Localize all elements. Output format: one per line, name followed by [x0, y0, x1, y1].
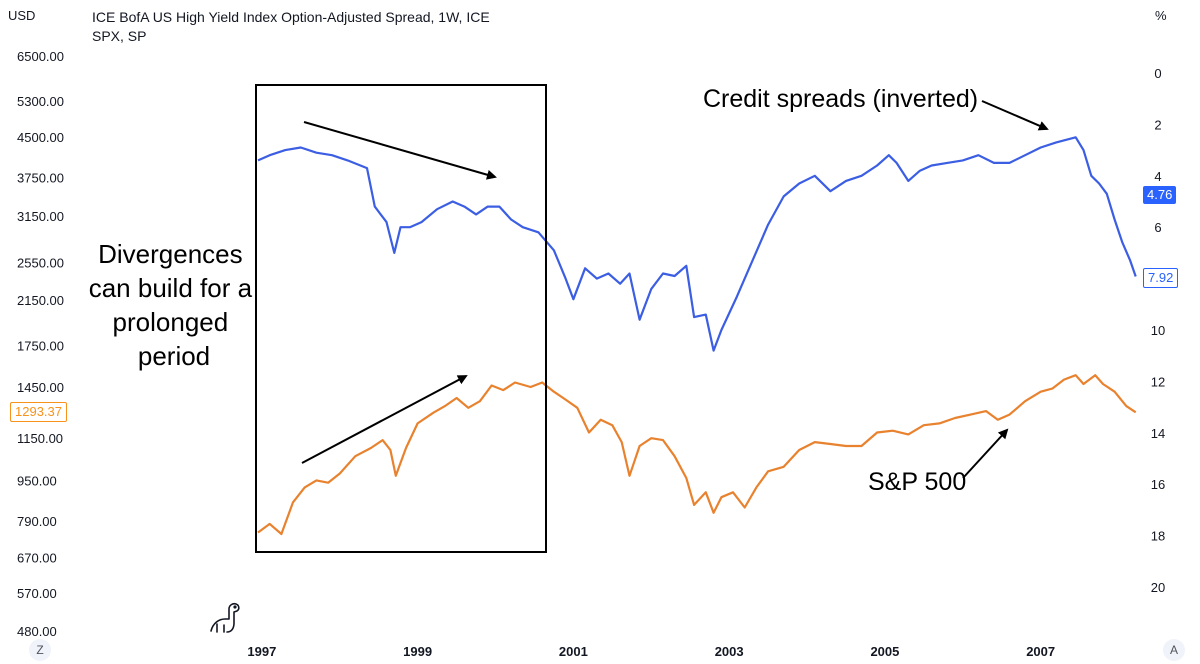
dinosaur-icon — [210, 602, 240, 633]
right-axis-tick-label: 12 — [1151, 374, 1165, 389]
left-axis-tick-label: 2550.00 — [17, 255, 64, 270]
zoom-reset-button[interactable]: Z — [29, 639, 51, 661]
left-axis-tick-label: 1150.00 — [17, 431, 63, 446]
spx-divergence-arrow — [301, 375, 468, 464]
spread-current-badge: 4.76 — [1143, 186, 1177, 204]
right-axis-unit: % — [1155, 8, 1167, 23]
right-axis-tick-label: 6 — [1154, 220, 1161, 235]
spread-divergence-arrow — [303, 121, 497, 180]
left-axis-unit: USD — [8, 8, 36, 23]
right-axis-tick-label: 2 — [1154, 117, 1161, 132]
x-axis-tick-label: 2007 — [1026, 644, 1055, 659]
spx-label: S&P 500 — [868, 468, 966, 496]
spread-last-badge: 7.92 — [1143, 268, 1179, 288]
left-axis-tick-label: 950.00 — [17, 473, 57, 488]
right-axis-tick-label: 16 — [1151, 477, 1165, 492]
right-axis-tick-label: 20 — [1151, 580, 1165, 595]
left-axis-tick-label: 5300.00 — [17, 94, 64, 109]
left-axis-tick-label: 6500.00 — [17, 49, 64, 64]
left-axis-tick-label: 4500.00 — [17, 130, 64, 145]
left-axis-tick-label: 1750.00 — [17, 339, 64, 354]
chart-title: ICE BofA US High Yield Index Option-Adju… — [92, 9, 490, 44]
left-axis-tick-label: 3750.00 — [17, 170, 64, 185]
credit-spreads-label: Credit spreads (inverted) — [703, 85, 978, 113]
right-axis-ticks: 02468101214161820 — [1151, 66, 1165, 595]
spx-last-badge: 1293.37 — [10, 402, 67, 422]
credit-spread-series-line — [257, 136, 1137, 352]
divergence-text: Divergences can build for a prolonged pe… — [89, 239, 260, 371]
right-axis-tick-label: 4 — [1154, 169, 1161, 184]
x-axis-ticks: 1997 1999 2001 2003 2005 2007 — [247, 644, 1055, 659]
credit-label-arrow — [981, 100, 1049, 131]
x-axis-tick-label: 1999 — [403, 644, 432, 659]
left-axis-tick-label: 1450.00 — [17, 380, 64, 395]
left-axis-tick-label: 2150.00 — [17, 293, 64, 308]
right-axis-tick-label: 0 — [1154, 66, 1161, 81]
left-axis-tick-label: 570.00 — [17, 586, 57, 601]
left-axis-tick-label: 670.00 — [17, 550, 57, 565]
left-axis-tick-label: 480.00 — [17, 624, 57, 639]
right-axis-tick-label: 14 — [1151, 426, 1165, 441]
auto-scale-button[interactable]: A — [1163, 639, 1185, 661]
spx-series-line — [257, 374, 1137, 536]
right-axis-tick-label: 18 — [1151, 529, 1165, 544]
x-axis-tick-label: 1997 — [247, 644, 276, 659]
spx-label-arrow — [962, 428, 1009, 479]
left-axis-ticks: 6500.00 5300.00 4500.00 3750.00 3150.00 2550.… — [17, 49, 64, 639]
x-axis-tick-label: 2003 — [715, 644, 744, 659]
left-axis-tick-label: 790.00 — [17, 514, 57, 529]
series-layer — [257, 136, 1137, 536]
divergence-box — [255, 84, 547, 553]
right-axis-tick-label: 10 — [1151, 323, 1165, 338]
x-axis-tick-label: 2001 — [559, 644, 588, 659]
x-axis-tick-label: 2005 — [870, 644, 899, 659]
left-axis-tick-label: 3150.00 — [17, 209, 64, 224]
